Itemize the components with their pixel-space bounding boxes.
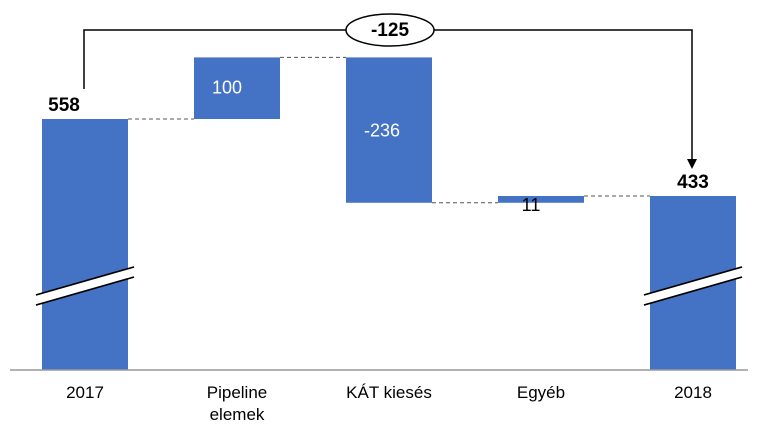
axis-break-line-5-1 — [643, 266, 743, 296]
category-label-2-line-2: elemek — [210, 405, 265, 424]
axis-break-gap-1 — [36, 267, 134, 305]
axis-break-line-5-2 — [643, 276, 743, 306]
difference-label: -125 — [371, 20, 409, 41]
bar-3 — [346, 57, 432, 203]
category-label-4: Egyéb — [517, 383, 565, 402]
difference-ellipse — [345, 13, 435, 47]
axis-break-line-1-2 — [35, 276, 135, 306]
category-label-3: KÁT kiesés — [346, 383, 432, 402]
bar-2 — [194, 57, 280, 119]
data-label-3: -236 — [364, 120, 400, 140]
category-labels-group: 2017 Pipeline elemek KÁT kiesés Egyéb 2018 — [66, 383, 712, 424]
bars-group — [42, 57, 736, 370]
axis-break-line-1-1 — [35, 266, 135, 296]
axis-break-gap-5 — [644, 267, 742, 305]
category-label-2-line-1: Pipeline — [207, 383, 268, 402]
axis-breaks — [35, 266, 743, 306]
connector-lines — [128, 56, 650, 204]
data-label-4: 11 — [522, 195, 541, 215]
data-label-2: 100 — [212, 77, 242, 97]
data-label-1: 558 — [48, 95, 80, 116]
data-labels-group: 558 100 -236 11 433 — [48, 77, 709, 214]
category-label-1: 2017 — [66, 383, 104, 402]
bar-4 — [498, 196, 584, 203]
bar-1 — [42, 119, 128, 370]
category-label-5: 2018 — [674, 383, 712, 402]
data-label-5: 433 — [677, 172, 709, 193]
